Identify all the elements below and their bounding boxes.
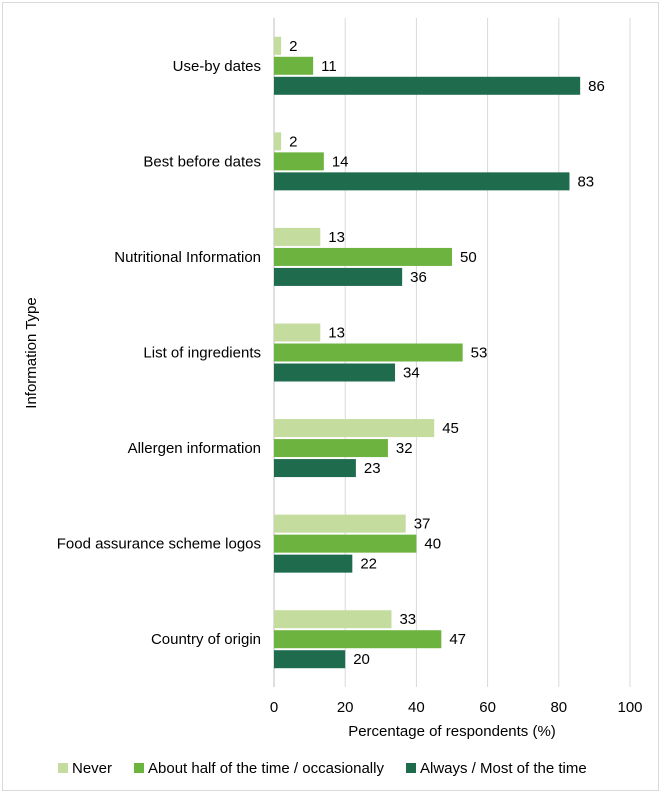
- bar: [274, 323, 321, 342]
- bar: [274, 363, 396, 382]
- gridlines: [273, 18, 631, 687]
- bar: [274, 459, 356, 478]
- bar: [274, 36, 282, 55]
- data-label: 23: [364, 460, 381, 477]
- legend-label: Always / Most of the time: [420, 760, 587, 777]
- data-label: 13: [328, 325, 345, 342]
- legend-swatch: [134, 763, 144, 773]
- data-label: 2: [289, 38, 297, 55]
- data-label: 2: [289, 133, 297, 150]
- data-label: 13: [328, 229, 345, 246]
- data-label: 11: [321, 58, 337, 75]
- data-label: 37: [414, 516, 431, 533]
- data-label: 83: [577, 173, 594, 190]
- data-label: 33: [399, 611, 416, 628]
- data-label: 22: [360, 556, 377, 573]
- bar: [274, 514, 406, 533]
- data-label: 34: [403, 365, 420, 382]
- data-label: 14: [332, 153, 349, 170]
- bar: [274, 610, 392, 629]
- x-tick-label: 60: [479, 699, 496, 716]
- data-label: 36: [410, 269, 427, 286]
- legend-swatch: [58, 763, 68, 773]
- category-label: Nutritional Information: [114, 249, 261, 266]
- category-label: List of ingredients: [143, 345, 261, 362]
- bar: [274, 152, 324, 171]
- category-label: Use-by dates: [173, 58, 261, 75]
- x-axis-label: Percentage of respondents (%): [348, 723, 556, 740]
- bar: [274, 534, 417, 553]
- data-label: 47: [449, 631, 466, 648]
- legend-label: About half of the time / occasionally: [148, 760, 384, 777]
- category-label: Allergen information: [128, 440, 261, 457]
- bar: [274, 227, 321, 246]
- bar: [274, 267, 403, 286]
- x-tick-label: 20: [337, 699, 354, 716]
- bar: [274, 650, 346, 669]
- data-label: 20: [353, 651, 370, 668]
- y-axis-label: Information Type: [23, 297, 40, 408]
- bar: [274, 172, 570, 191]
- category-label: Country of origin: [151, 631, 261, 648]
- category-label: Best before dates: [143, 153, 261, 170]
- x-tick-label: 100: [617, 699, 642, 716]
- bar: [274, 132, 282, 151]
- legend-swatch: [406, 763, 416, 773]
- legend-label: Never: [72, 760, 112, 777]
- x-tick-label: 0: [270, 699, 278, 716]
- x-tick-label: 40: [408, 699, 425, 716]
- bar: [274, 56, 314, 75]
- data-label: 45: [442, 420, 459, 437]
- bars: 2 11 86 2 14 83 13 50 36 13 53 34 45 32 23 37 40 22 33 47 20: [274, 36, 605, 669]
- category-label: Food assurance scheme logos: [57, 536, 261, 553]
- data-label: 86: [588, 78, 605, 95]
- bar: [274, 439, 388, 458]
- bar: [274, 343, 463, 362]
- x-tick-label: 80: [550, 699, 567, 716]
- bar: [274, 247, 452, 266]
- legend: Never About half of the time / occasional…: [58, 760, 587, 777]
- category-labels: Use-by dates Best before dates Nutritional…: [57, 58, 261, 648]
- data-label: 32: [396, 440, 413, 457]
- data-label: 53: [471, 345, 488, 362]
- x-tick-labels: 0 20 40 60 80 100: [270, 699, 643, 716]
- bar: [274, 630, 442, 649]
- bar: [274, 419, 435, 438]
- data-label: 50: [460, 249, 477, 266]
- bar: [274, 76, 581, 95]
- data-label: 40: [424, 536, 441, 553]
- bar: [274, 554, 353, 573]
